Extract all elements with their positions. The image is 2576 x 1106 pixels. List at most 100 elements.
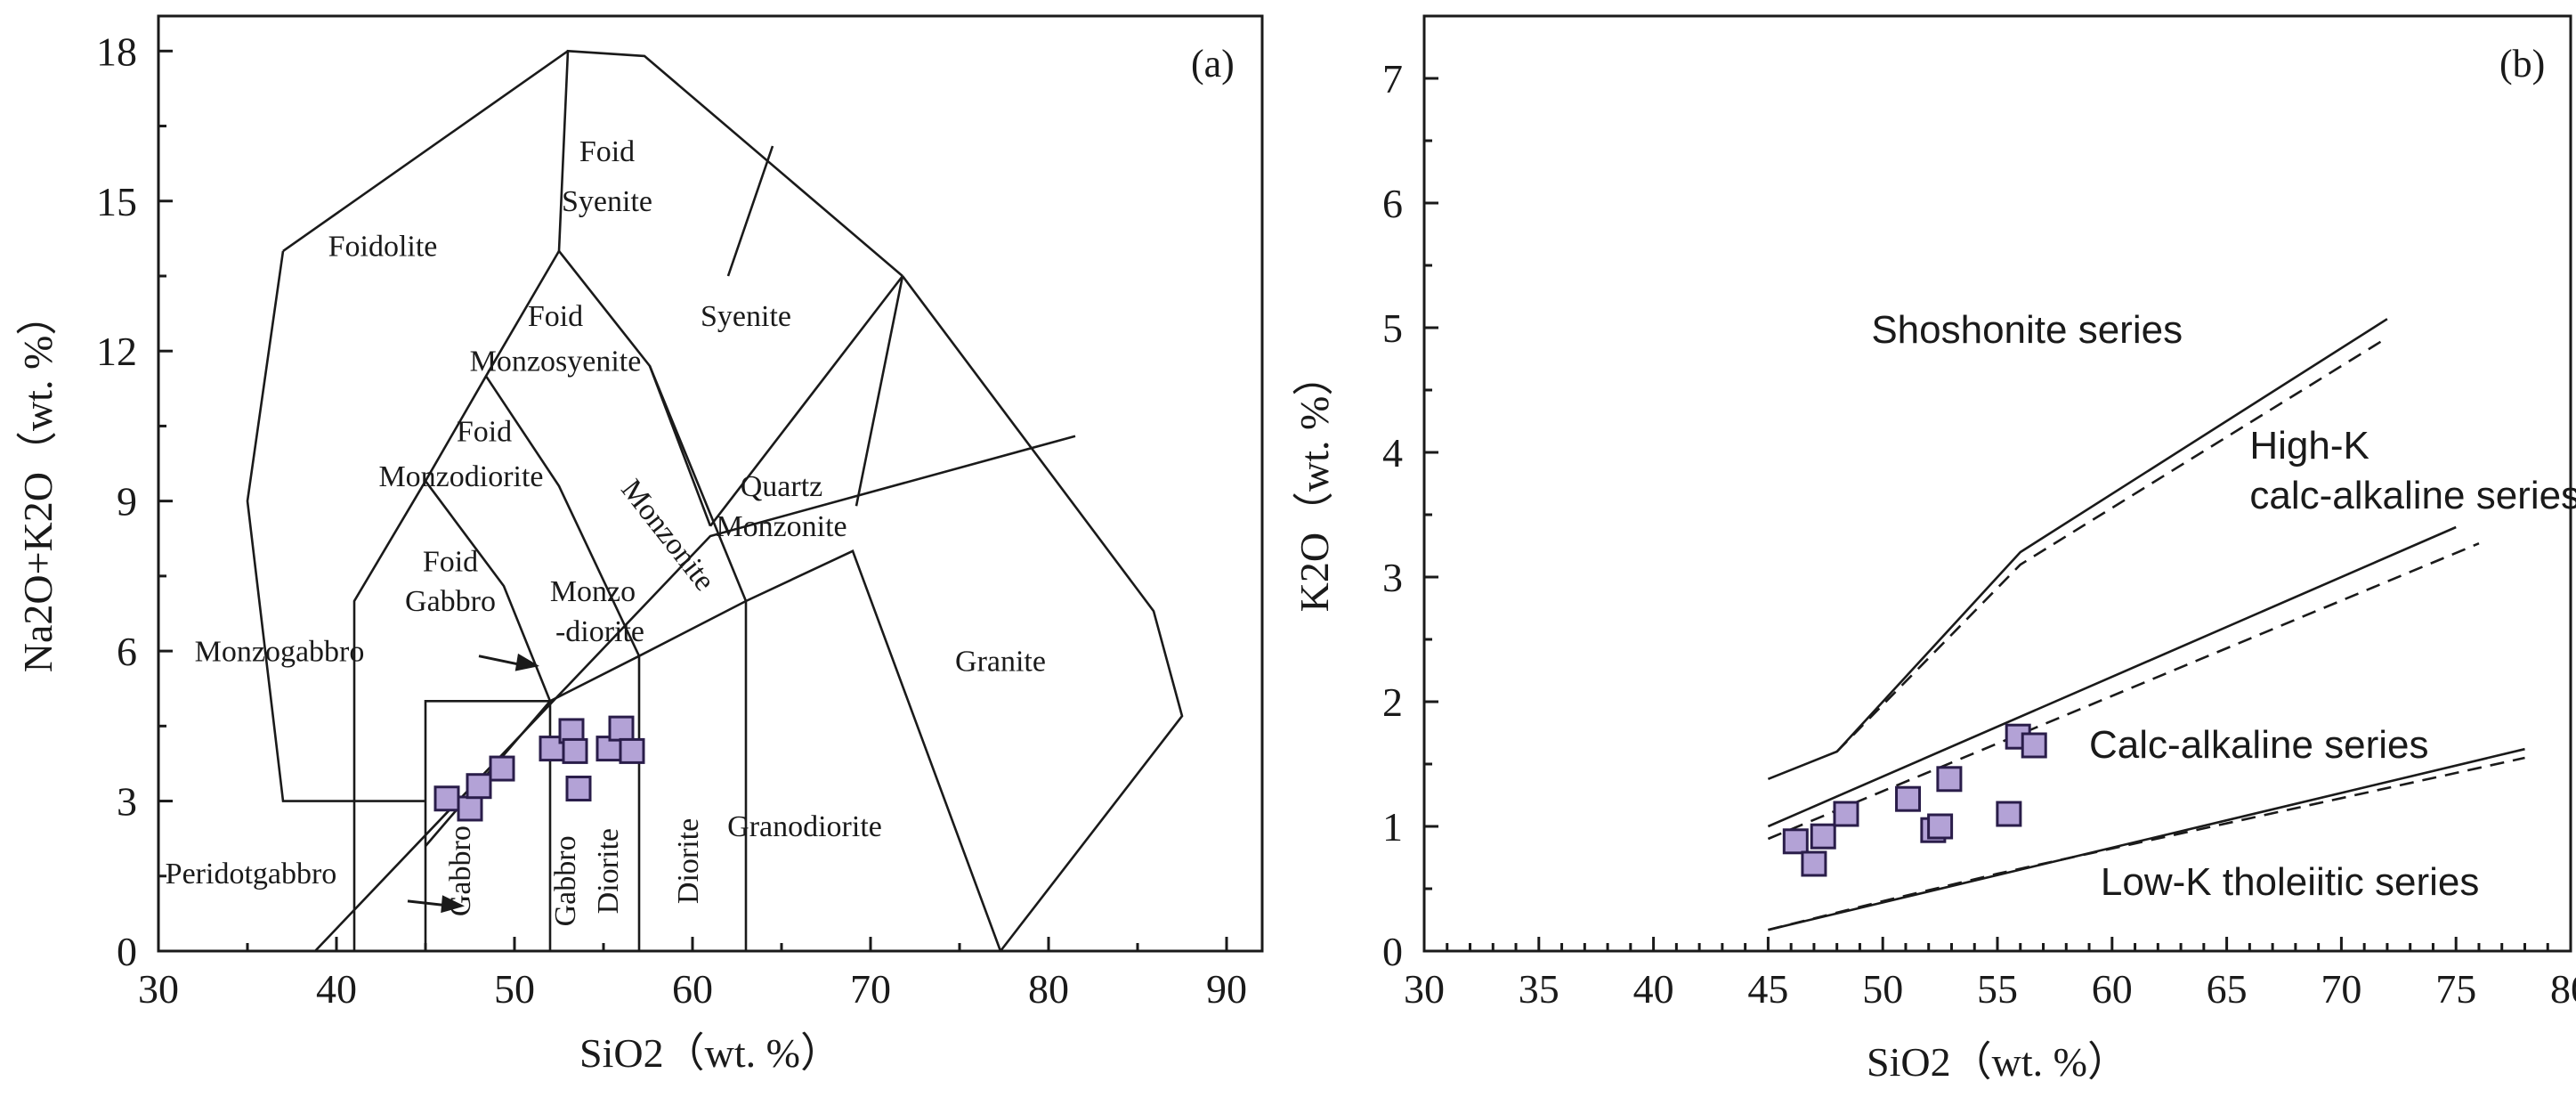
panel-a-field-boundary — [424, 480, 552, 702]
panel-a-arrow-head — [514, 653, 539, 671]
panel-b-series-label: Shoshonite series — [1871, 308, 2183, 352]
panel-b-sample-point — [1833, 801, 1859, 827]
panel-a-field-label: Granite — [955, 646, 1046, 679]
panel-b-boundary-solid — [1767, 525, 2457, 828]
panel-b-sample-point — [1936, 766, 1963, 793]
panel-a-y-tick-label: 6 — [117, 629, 137, 674]
panel-a-field-boundary — [726, 145, 774, 277]
panel-b-y-tick-label: 4 — [1382, 430, 1403, 476]
panel-a-field-label: Gabbro — [444, 825, 477, 916]
panel-a-field-label: Foid — [579, 135, 635, 168]
panel-a-sample-point — [489, 755, 515, 782]
panel-a-field-label: Monzosyenite — [470, 346, 642, 378]
panel-b-sample-points — [1782, 723, 2047, 877]
panel-a-field-label: Foidolite — [328, 231, 438, 264]
panel-a-field-label: Foid — [423, 545, 478, 578]
panel-a-sample-points — [433, 715, 645, 822]
panel-a-field-label: Granodiorite — [727, 810, 882, 843]
panel-b-sample-point — [1927, 813, 1954, 840]
panel-b-x-tick-label: 50 — [1862, 966, 1903, 1012]
panel-a-y-tick-label: 12 — [96, 329, 137, 374]
panel-b-sample-point — [1801, 850, 1827, 877]
panel-b-x-tick-label: 40 — [1633, 966, 1674, 1012]
panel-a-arrow-head — [441, 895, 465, 914]
panel-a-field-label: Syenite — [701, 300, 791, 333]
panel-a-sample-point — [466, 773, 492, 800]
panel-a-field-boundary — [246, 250, 425, 802]
panel-a-y-tick-label: 9 — [117, 479, 137, 525]
panel-a-plot: 30 40 50 60 70 80 90 0 3 6 9 12 15 18 Foidolite Foid Sy… — [15, 14, 1264, 1076]
panel-a-sample-point — [433, 785, 460, 812]
panel-b-series-label: Calc-alkaline series — [2089, 723, 2428, 767]
panel-b-boundary-solid — [1768, 747, 2525, 931]
panel-b-label: (b) — [2499, 42, 2545, 85]
panel-a-x-tick-label: 50 — [494, 966, 535, 1012]
panel-b-x-tick-label: 55 — [1977, 966, 2018, 1012]
panel-a-field-boundaries — [246, 49, 1184, 952]
panel-b-y-axis-title: K2O（wt. %） — [1292, 355, 1337, 613]
panel-a-field-label: Gabbro — [549, 835, 582, 926]
panel-a-sample-point — [608, 715, 635, 742]
panel-a-field-label: Monzodiorite — [378, 460, 543, 493]
panel-a-y-tick-label: 3 — [117, 779, 137, 825]
panel-a-field-label: Monzo — [550, 575, 636, 608]
panel-b-plot: 303540455055606570758001234567 Shoshonit… — [1292, 14, 2576, 1085]
panel-b-boundary-dashed — [1768, 756, 2525, 931]
panel-a-field-boundary — [901, 275, 1184, 952]
panel-b-x-tick-label: 60 — [2092, 966, 2133, 1012]
panel-b-series-boundaries — [1767, 318, 2525, 931]
panel-b-y-tick-label: 7 — [1382, 56, 1403, 102]
panel-a-field-labels: Foidolite Foid Syenite Foid Monzosyenite Syen… — [166, 135, 1046, 927]
panel-a-y-tick-label: 18 — [96, 28, 137, 74]
panel-a-x-tick-label: 30 — [138, 966, 179, 1012]
panel-b-y-tick-label: 2 — [1382, 679, 1403, 725]
panel-b-y-tick-label: 6 — [1382, 181, 1403, 226]
panel-a-y-tick-label: 15 — [96, 179, 137, 224]
panel-a-field-boundary — [424, 549, 1002, 952]
panel-b-boundary-dashed — [1835, 337, 2388, 752]
panel-b-x-tick-label: 80 — [2550, 966, 2576, 1012]
panel-a-sample-point — [562, 737, 588, 764]
panel-a-x-tick-label: 40 — [316, 966, 357, 1012]
panel-a-field-label: Syenite — [562, 185, 652, 218]
panel-a-field-boundary — [484, 375, 641, 657]
panel-b-x-tick-label: 70 — [2321, 966, 2361, 1012]
panel-a-field-label: Diorite — [592, 828, 625, 914]
panel-b-ticks: 303540455055606570758001234567 — [1382, 14, 2576, 1012]
panel-a-arrows — [407, 653, 539, 914]
panel-a-field-boundary — [557, 49, 903, 277]
panel-a-x-tick-label: 60 — [672, 966, 713, 1012]
panel-b-sample-point — [1895, 785, 1922, 812]
panel-b-sample-point — [1810, 823, 1836, 850]
panel-a-field-label: Peridotgabbro — [166, 858, 337, 890]
panel-b-series-label: Low-K tholeiitic series — [2101, 860, 2480, 904]
panel-a-label: (a) — [1191, 42, 1235, 85]
panel-a-sample-point — [619, 737, 645, 764]
panel-b-series-labels: Shoshonite series High-K calc-alkaline ser… — [1871, 308, 2576, 904]
panel-b-series-label: High-K — [2249, 424, 2369, 468]
panel-b-sample-point — [1782, 828, 1809, 855]
panel-b-x-tick-label: 35 — [1519, 966, 1559, 1012]
panel-a-x-tick-label: 90 — [1206, 966, 1247, 1012]
panel-a-field-label: Foid — [457, 415, 512, 448]
panel-a-sample-point — [565, 776, 592, 802]
panel-a-x-tick-label: 70 — [850, 966, 891, 1012]
panel-a-y-tick-label: 0 — [117, 929, 137, 974]
panel-b-x-tick-label: 30 — [1404, 966, 1445, 1012]
panel-a-field-label: -diorite — [555, 615, 644, 648]
panel-a-sample-point — [457, 795, 483, 822]
panel-a-field-boundary — [352, 248, 748, 951]
panel-b-sample-point — [2021, 732, 2047, 759]
panel-a-x-tick-label: 80 — [1028, 966, 1069, 1012]
panel-b-sample-point — [1996, 801, 2022, 827]
panel-b-y-tick-label: 0 — [1382, 929, 1403, 974]
panel-b-y-tick-label: 5 — [1382, 305, 1403, 351]
panel-a-field-boundary — [314, 435, 1076, 952]
panel-a-field-label: Diorite — [672, 818, 705, 904]
panel-b-y-tick-label: 1 — [1382, 804, 1403, 850]
panel-b-boundary-solid — [1767, 318, 2388, 781]
panel-a-ticks: 30 40 50 60 70 80 90 0 3 6 9 12 15 18 — [96, 28, 1247, 1012]
panel-a-y-axis-title: Na2O+K2O（wt. %） — [15, 295, 61, 673]
panel-a-frame — [157, 14, 1264, 953]
